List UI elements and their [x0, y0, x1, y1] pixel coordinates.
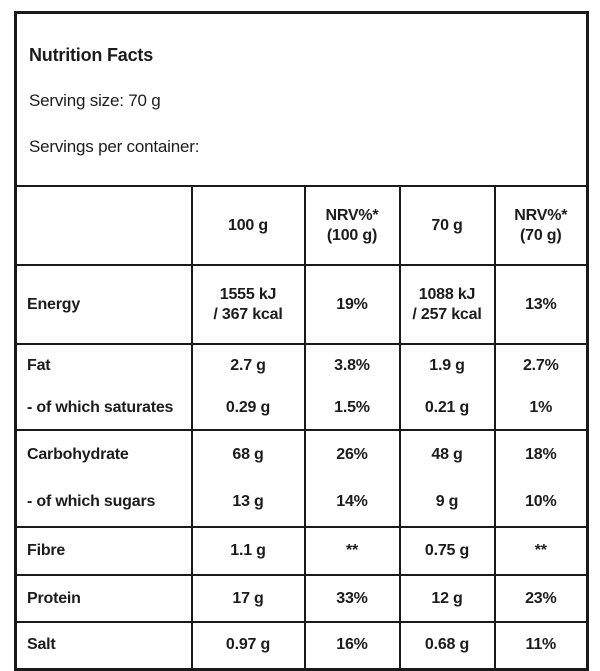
nutrition-label-page: Nutrition Facts Serving size: 70 g Servi… — [14, 11, 590, 671]
row-label: Energy — [14, 264, 193, 346]
column-header-empty — [14, 185, 193, 267]
cell-per-70g: 0.75 g — [398, 526, 496, 577]
cell-nrv-100g: 26% — [303, 429, 401, 479]
table-row-carbohydrate: Carbohydrate 68 g 26% 48 g 18% — [14, 429, 589, 479]
column-header-row: 100 g NRV%* (100 g) 70 g NRV%* (70 g) — [14, 185, 589, 267]
cell-nrv-70g: 1% — [493, 387, 589, 432]
cell-per-100g: 68 g — [190, 429, 306, 479]
cell-nrv-70g: 13% — [493, 264, 589, 346]
table-row-fibre: Fibre 1.1 g ** 0.75 g ** — [14, 526, 589, 577]
cell-nrv-100g: 33% — [303, 574, 401, 624]
table-row-saturates: - of which saturates 0.29 g 1.5% 0.21 g … — [14, 387, 589, 432]
cell-per-70g: 0.68 g — [398, 621, 496, 671]
serving-size-text: Serving size: 70 g — [29, 91, 161, 111]
cell-nrv-70g: 10% — [493, 478, 589, 529]
row-label: Salt — [14, 621, 193, 671]
cell-per-100g: 1.1 g — [190, 526, 306, 577]
row-label: - of which sugars — [14, 478, 193, 529]
cell-per-70g: 9 g — [398, 478, 496, 529]
cell-nrv-70g: ** — [493, 526, 589, 577]
cell-nrv-100g: 19% — [303, 264, 401, 346]
cell-nrv-100g: 14% — [303, 478, 401, 529]
cell-per-70g: 1088 kJ / 257 kcal — [398, 264, 496, 346]
column-header-70g: 70 g — [398, 185, 496, 267]
cell-per-100g: 13 g — [190, 478, 306, 529]
row-label: - of which saturates — [14, 387, 193, 432]
label-header-cell: Nutrition Facts Serving size: 70 g Servi… — [14, 11, 589, 188]
column-header-100g: 100 g — [190, 185, 306, 267]
cell-nrv-70g: 11% — [493, 621, 589, 671]
cell-nrv-100g: 16% — [303, 621, 401, 671]
nutrition-facts-table: Nutrition Facts Serving size: 70 g Servi… — [14, 11, 590, 671]
cell-nrv-100g: 1.5% — [303, 387, 401, 432]
cell-per-100g: 0.29 g — [190, 387, 306, 432]
cell-per-70g: 48 g — [398, 429, 496, 479]
cell-per-70g: 1.9 g — [398, 343, 496, 388]
row-label: Fibre — [14, 526, 193, 577]
cell-per-100g: 17 g — [190, 574, 306, 624]
cell-nrv-70g: 2.7% — [493, 343, 589, 388]
table-row-energy: Energy 1555 kJ / 367 kcal 19% 1088 kJ / … — [14, 264, 589, 346]
page-title: Nutrition Facts — [29, 45, 154, 65]
table-row-salt: Salt 0.97 g 16% 0.68 g 11% — [14, 621, 589, 671]
column-header-nrv-70g: NRV%* (70 g) — [493, 185, 589, 267]
row-label: Fat — [14, 343, 193, 388]
cell-nrv-100g: 3.8% — [303, 343, 401, 388]
cell-per-70g: 0.21 g — [398, 387, 496, 432]
row-label: Carbohydrate — [14, 429, 193, 479]
cell-nrv-70g: 23% — [493, 574, 589, 624]
cell-per-100g: 0.97 g — [190, 621, 306, 671]
cell-per-70g: 12 g — [398, 574, 496, 624]
table-row-fat: Fat 2.7 g 3.8% 1.9 g 2.7% — [14, 343, 589, 388]
row-label: Protein — [14, 574, 193, 624]
cell-per-100g: 2.7 g — [190, 343, 306, 388]
table-row-protein: Protein 17 g 33% 12 g 23% — [14, 574, 589, 624]
label-header-row: Nutrition Facts Serving size: 70 g Servi… — [14, 11, 589, 188]
cell-per-100g: 1555 kJ / 367 kcal — [190, 264, 306, 346]
cell-nrv-70g: 18% — [493, 429, 589, 479]
table-row-sugars: - of which sugars 13 g 14% 9 g 10% — [14, 478, 589, 529]
column-header-nrv-100g: NRV%* (100 g) — [303, 185, 401, 267]
servings-per-container-text: Servings per container: — [29, 136, 200, 156]
cell-nrv-100g: ** — [303, 526, 401, 577]
